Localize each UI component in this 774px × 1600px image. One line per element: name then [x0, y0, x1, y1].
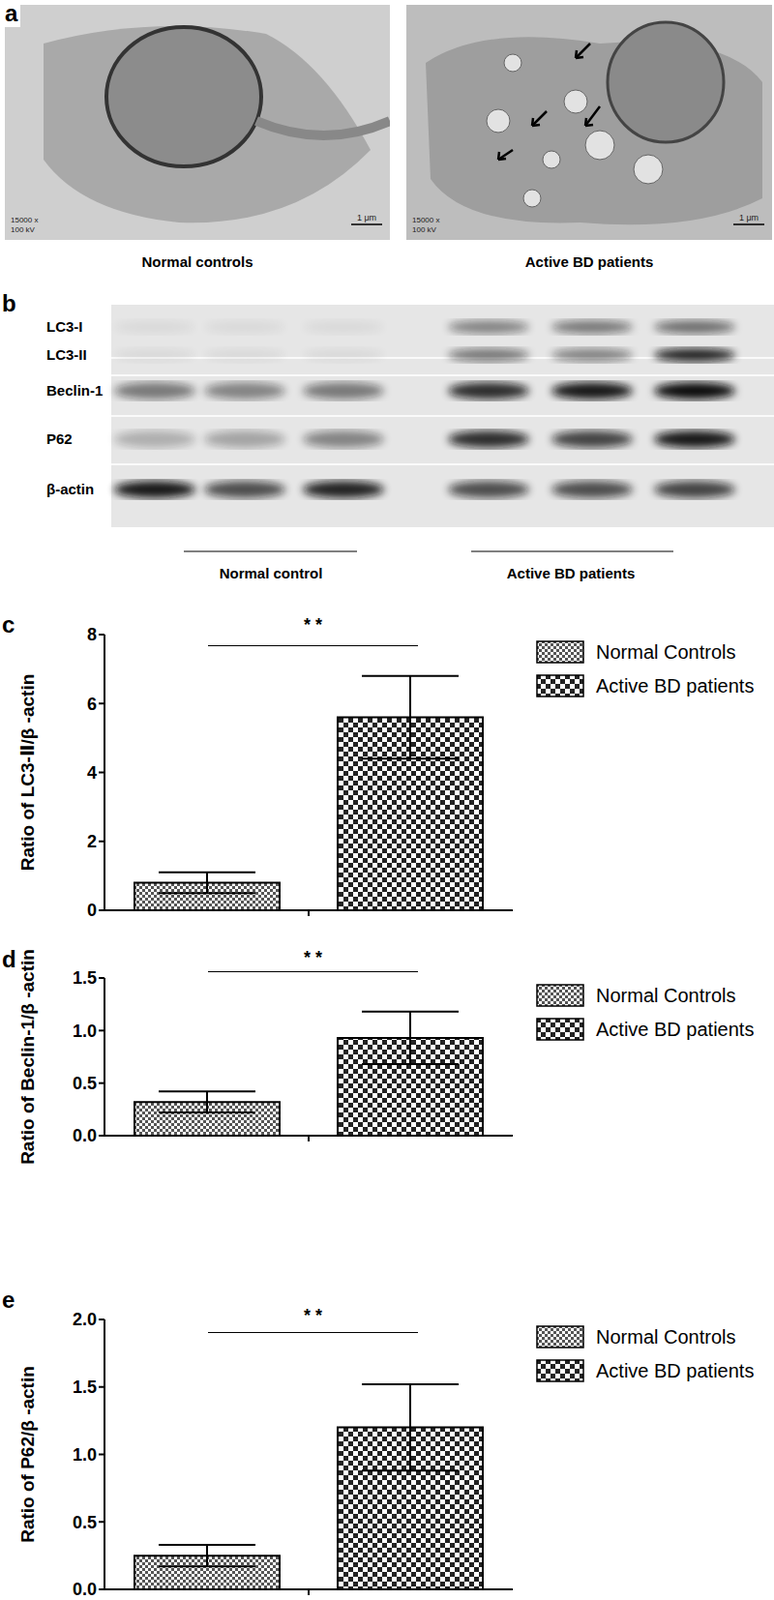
html-text:d: d	[1, 946, 17, 973]
svg-text:Ratio of LC3-Ⅱ/β -actin: Ratio of LC3-Ⅱ/β -actin	[17, 674, 38, 872]
html-text:LC3-II: LC3-II	[46, 346, 87, 363]
svg-text:4: 4	[87, 763, 97, 783]
svg-text:0.0: 0.0	[72, 1579, 97, 1600]
svg-text:15000 x: 15000 x	[10, 215, 38, 225]
html-text:Active BD patients: Active BD patients	[506, 565, 635, 582]
svg-text:8: 8	[87, 625, 97, 645]
svg-text:1.0: 1.0	[72, 1445, 97, 1465]
svg-text:1.5: 1.5	[72, 968, 97, 988]
html-text:Active BD patients: Active BD patients	[525, 253, 654, 270]
svg-text:0: 0	[87, 900, 97, 921]
svg-text:1 μm: 1 μm	[739, 212, 759, 223]
svg-text:0.5: 0.5	[72, 1073, 97, 1094]
html-text:Normal Controls: Normal Controls	[595, 640, 736, 663]
svg-text:0.5: 0.5	[72, 1513, 97, 1533]
svg-text:1.0: 1.0	[72, 1021, 97, 1042]
html-text:LC3-I: LC3-I	[46, 318, 83, 335]
svg-text:100 kV: 100 kV	[10, 225, 36, 235]
html-text:Active BD patients: Active BD patients	[595, 1359, 755, 1382]
html-text:b: b	[1, 290, 17, 317]
html-text:c: c	[1, 611, 15, 638]
svg-text:2.0: 2.0	[72, 1309, 97, 1330]
html-text:Active BD patients: Active BD patients	[595, 1018, 755, 1040]
svg-text:100 kV: 100 kV	[412, 225, 438, 235]
svg-text:2: 2	[87, 832, 97, 852]
html-text:a: a	[4, 0, 18, 27]
svg-text:6: 6	[87, 694, 97, 715]
svg-text:Ratio of P62/β -actin: Ratio of P62/β -actin	[17, 1366, 38, 1544]
html-text:Normal control: Normal control	[219, 565, 323, 582]
html-text:Beclin-1: Beclin-1	[46, 382, 103, 399]
html-text:β-actin: β-actin	[46, 480, 95, 498]
svg-text:1.5: 1.5	[72, 1377, 97, 1398]
svg-text:0.0: 0.0	[72, 1126, 97, 1146]
html-text:Active BD patients: Active BD patients	[595, 674, 755, 697]
html-text:e: e	[1, 1286, 15, 1313]
html-text:Normal Controls: Normal Controls	[595, 1325, 736, 1348]
svg-text:Ratio of Beclin-1/β -actin: Ratio of Beclin-1/β -actin	[17, 949, 38, 1165]
svg-text:15000 x: 15000 x	[412, 215, 440, 225]
html-text:Normal controls: Normal controls	[141, 253, 254, 270]
html-text:P62: P62	[46, 430, 73, 447]
html-text:Normal Controls: Normal Controls	[595, 984, 736, 1006]
svg-text:1 μm: 1 μm	[357, 212, 377, 223]
